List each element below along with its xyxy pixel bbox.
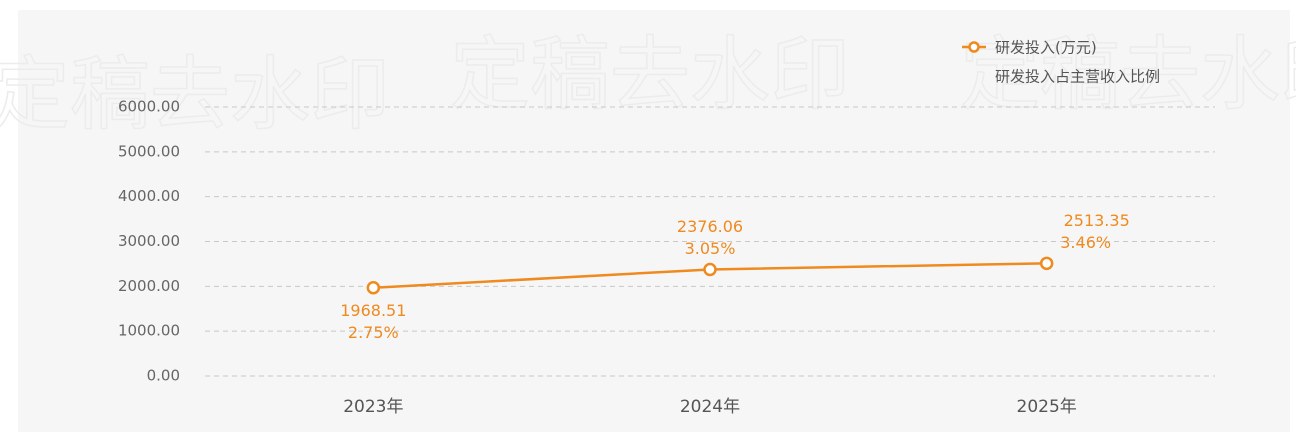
legend-label: 研发投入占主营收入比例 xyxy=(995,68,1160,86)
data-point xyxy=(1039,256,1054,271)
y-tick-label: 3000.00 xyxy=(118,232,180,250)
y-tick-label: 6000.00 xyxy=(118,98,180,116)
watermark: 定稿去水印 xyxy=(450,28,850,121)
x-tick-label: 2025年 xyxy=(1017,397,1077,417)
chart-background xyxy=(18,10,1290,432)
data-label: 1968.51 xyxy=(340,301,406,320)
data-label: 2376.06 xyxy=(677,217,743,236)
watermark: 定稿去水印 xyxy=(960,28,1296,121)
y-tick-label: 4000.00 xyxy=(118,187,180,205)
y-tick-label: 5000.00 xyxy=(118,142,180,160)
y-tick-label: 2000.00 xyxy=(118,277,180,295)
data-label: 3.46% xyxy=(1060,233,1111,252)
x-tick-label: 2023年 xyxy=(343,397,403,417)
legend-label: 研发投入(万元) xyxy=(995,39,1097,57)
data-label: 2513.35 xyxy=(1064,211,1130,230)
x-tick-label: 2024年 xyxy=(680,397,740,417)
data-point xyxy=(366,280,381,295)
data-label: 3.05% xyxy=(685,239,736,258)
data-label: 2.75% xyxy=(348,323,399,342)
data-point xyxy=(703,262,717,277)
y-tick-label: 0.00 xyxy=(147,367,180,385)
legend-marker xyxy=(968,41,980,53)
y-tick-label: 1000.00 xyxy=(118,322,180,340)
watermark: 定稿去水印 xyxy=(0,48,390,141)
